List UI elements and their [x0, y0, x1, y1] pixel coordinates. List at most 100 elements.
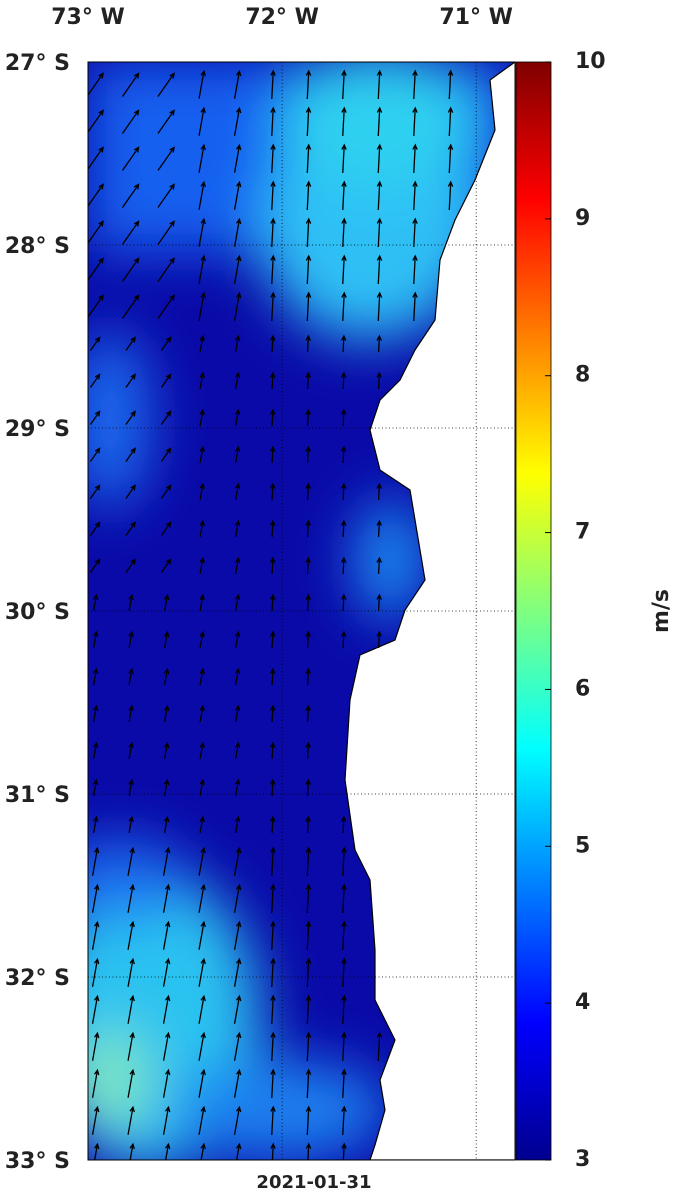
y-tick-label: 32° S	[5, 966, 70, 991]
wind-arrow	[340, 482, 347, 500]
wind-arrow	[125, 336, 136, 351]
wind-arrow	[157, 294, 175, 319]
wind-arrow	[270, 69, 276, 100]
wind-arrow	[305, 593, 311, 611]
wind-arrow	[234, 815, 241, 833]
wind-arrow	[269, 519, 276, 537]
y-tick-label: 33° S	[5, 1149, 70, 1174]
wind-arrow	[88, 109, 104, 134]
wind-arrow	[89, 484, 101, 499]
wind-arrow	[163, 593, 170, 611]
wind-arrow	[234, 778, 241, 796]
wind-arrow	[127, 1068, 135, 1098]
wind-arrow	[200, 1142, 206, 1160]
wind-arrow	[340, 408, 347, 426]
wind-arrow	[127, 846, 135, 876]
wind-arrow	[340, 815, 347, 833]
wind-arrow	[121, 72, 140, 97]
wind-arrow	[160, 447, 172, 462]
wind-arrow	[92, 815, 99, 833]
x-tick-label: 71° W	[439, 5, 513, 30]
wind-arrow	[305, 254, 312, 285]
wind-arrow	[160, 558, 172, 573]
wind-arrow	[270, 217, 276, 248]
wind-arrow	[305, 69, 312, 100]
wind-arrow	[269, 704, 276, 722]
wind-arrow	[89, 447, 101, 462]
y-tick-label: 28° S	[5, 234, 70, 259]
wind-arrow	[199, 556, 205, 574]
wind-arrow	[340, 519, 347, 537]
wind-arrow	[270, 291, 276, 322]
wind-arrow	[341, 883, 347, 914]
wind-arrow	[233, 143, 242, 173]
wind-arrow	[269, 482, 276, 500]
wind-arrow	[234, 741, 241, 759]
wind-arrow	[127, 994, 135, 1024]
wind-arrow	[91, 957, 100, 987]
wind-arrow	[269, 371, 276, 389]
wind-arrow	[164, 1142, 171, 1160]
wind-arrow	[270, 106, 276, 137]
wind-arrow	[305, 1068, 312, 1099]
wind-arrow	[198, 1105, 206, 1135]
wind-arrow	[199, 408, 205, 426]
wind-arrow	[376, 519, 382, 537]
wind-arrow	[157, 109, 175, 134]
wind-arrow	[269, 334, 276, 352]
wind-arrow	[233, 69, 242, 99]
wind-arrow	[157, 146, 175, 171]
x-tick-label: 72° W	[245, 5, 319, 30]
wind-arrow	[234, 445, 241, 463]
wind-arrow	[233, 957, 242, 987]
wind-arrow	[199, 334, 205, 352]
wind-arrow	[88, 294, 104, 319]
wind-arrow	[305, 994, 312, 1025]
wind-arrow	[305, 704, 311, 722]
wind-arrow	[199, 815, 205, 833]
wind-arrow	[234, 371, 241, 389]
wind-arrow	[198, 291, 206, 321]
wind-arrow	[198, 994, 206, 1024]
wind-arrow	[128, 667, 134, 685]
wind-arrow	[270, 1105, 276, 1136]
wind-arrow	[412, 143, 418, 174]
wind-arrow	[233, 291, 242, 321]
colorbar	[515, 61, 552, 1161]
wind-arrow	[234, 630, 241, 648]
wind-arrow	[447, 143, 454, 174]
wind-arrow	[269, 815, 276, 833]
wind-arrow	[157, 183, 175, 208]
colorbar-tick-label: 9	[575, 206, 590, 231]
wind-arrow	[447, 180, 454, 211]
wind-arrow	[269, 630, 276, 648]
wind-arrow	[88, 183, 104, 208]
wind-arrow	[199, 667, 205, 685]
wind-arrow	[163, 741, 170, 759]
wind-arrow	[340, 556, 347, 574]
wind-arrow	[125, 484, 136, 499]
wind-arrow	[305, 106, 312, 137]
wind-arrow	[376, 143, 383, 174]
wind-arrow	[305, 920, 312, 951]
wind-arrow	[270, 254, 276, 285]
wind-arrow	[376, 291, 383, 322]
wind-arrow	[234, 482, 241, 500]
wind-arrow	[269, 593, 276, 611]
wind-arrow	[234, 519, 241, 537]
wind-arrow	[89, 336, 101, 351]
wind-arrow	[160, 484, 172, 499]
wind-arrow	[93, 1142, 100, 1160]
wind-arrow	[198, 957, 206, 987]
wind-arrow	[91, 1068, 100, 1098]
wind-arrow	[92, 741, 99, 759]
speed-field	[88, 62, 515, 1160]
wind-arrow	[376, 630, 382, 648]
colorbar-tick-label: 5	[575, 833, 590, 858]
wind-arrow	[199, 371, 205, 389]
wind-arrow	[341, 254, 347, 285]
wind-arrow	[305, 408, 311, 426]
wind-arrow	[341, 291, 347, 322]
wind-arrow	[89, 373, 101, 388]
wind-arrow	[92, 704, 99, 722]
